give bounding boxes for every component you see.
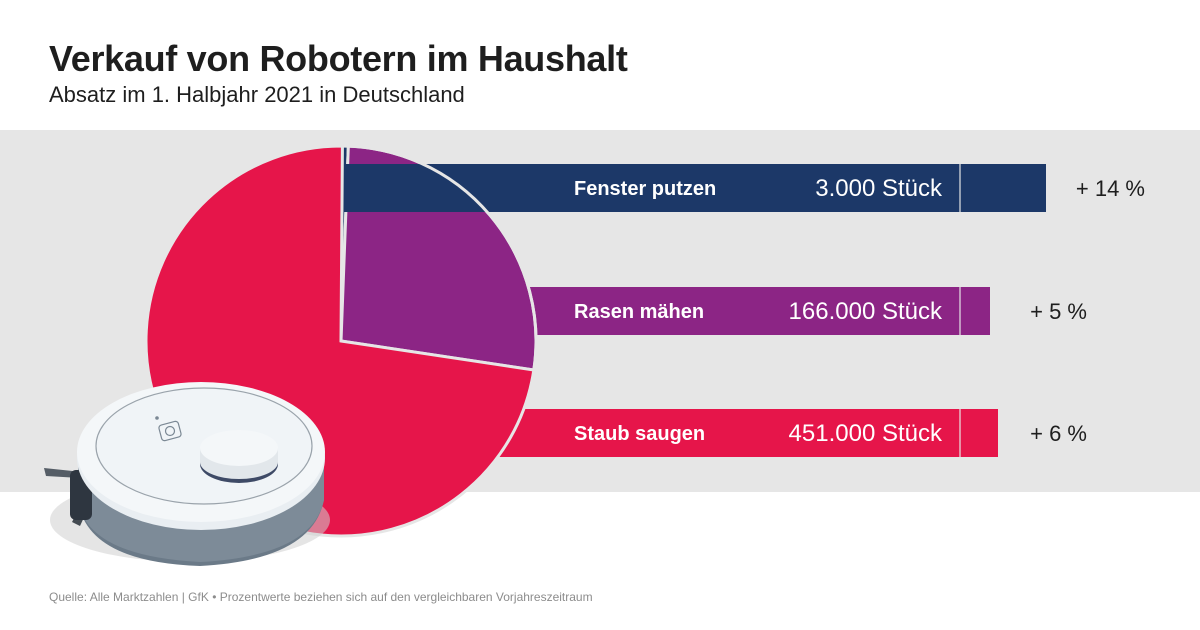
robot-vacuum-icon — [44, 382, 330, 566]
bar-category-label: Staub saugen — [574, 423, 705, 445]
bar-change-label: + 6 % — [1030, 421, 1087, 446]
bar-staub-saugen: Staub saugen 451.000 Stück + 6 % — [480, 409, 1087, 457]
category-bars: Fenster putzen 3.000 Stück + 14 % Rasen mäh… — [344, 164, 1145, 457]
bar-value-label: 451.000 Stück — [789, 420, 943, 447]
bar-change-label: + 5 % — [1030, 299, 1087, 324]
bar-value-label: 166.000 Stück — [789, 298, 943, 325]
bar-rect — [480, 409, 998, 457]
pie-outline-arc — [344, 144, 538, 369]
source-footnote: Quelle: Alle Marktzahlen | GfK • Prozent… — [49, 590, 593, 604]
chart-title: Verkauf von Robotern im Haushalt — [49, 38, 628, 79]
bar-change-label: + 14 % — [1076, 176, 1145, 201]
bar-category-label: Fenster putzen — [574, 178, 716, 200]
bar-rasen-maehen: Rasen mähen 166.000 Stück + 5 % — [524, 287, 1087, 335]
chart-subtitle: Absatz im 1. Halbjahr 2021 in Deutschlan… — [49, 82, 465, 107]
bar-value-label: 3.000 Stück — [815, 175, 943, 202]
bar-rect — [524, 287, 990, 335]
bar-category-label: Rasen mähen — [574, 301, 704, 323]
